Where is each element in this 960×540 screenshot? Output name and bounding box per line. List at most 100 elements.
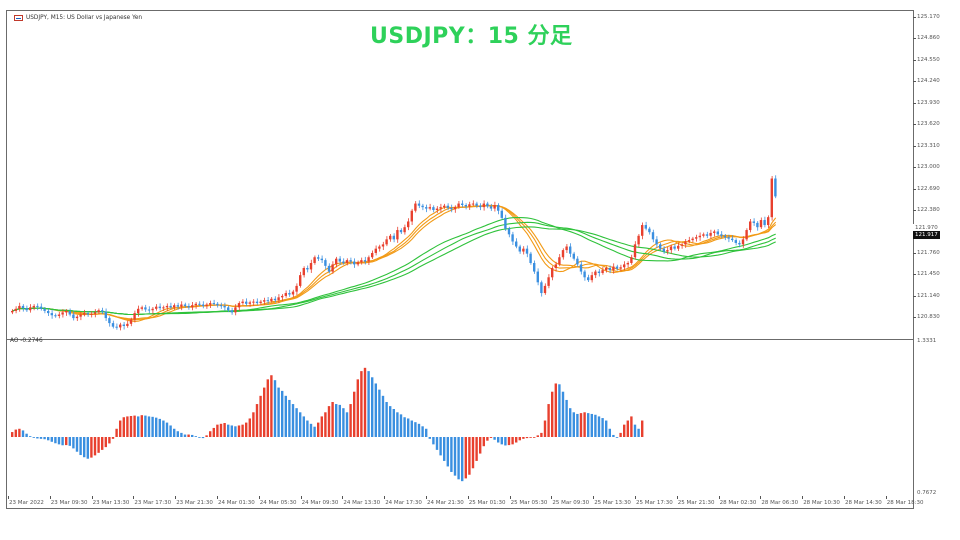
time-tick <box>8 496 9 499</box>
candle-body <box>288 293 291 295</box>
candle-body <box>612 266 615 271</box>
ao-bar <box>43 437 46 440</box>
candle-body <box>572 253 575 259</box>
time-tick <box>760 496 762 499</box>
candle-body <box>259 301 262 304</box>
time-tick-label: 25 Mar 05:30 <box>510 500 548 506</box>
ao-bar <box>176 431 179 437</box>
candle-body <box>392 235 395 240</box>
ao-bar <box>543 420 547 437</box>
candle-body <box>479 205 482 208</box>
price-axis[interactable]: 125.170 124.860 124.550 124.240 123.930 123.6… <box>913 10 960 335</box>
candle-body <box>108 318 111 324</box>
candle-body <box>266 300 269 302</box>
candle-body <box>183 304 187 306</box>
candle-body <box>83 313 86 315</box>
ao-bar <box>144 415 147 437</box>
time-tick <box>91 496 93 499</box>
ao-bar <box>241 424 244 437</box>
chart-window[interactable] <box>6 10 914 509</box>
candle-body <box>169 305 172 308</box>
ao-bar <box>349 404 352 437</box>
candle-body <box>367 257 370 262</box>
awesome-oscillator-pane[interactable] <box>7 339 913 509</box>
candle-body <box>101 310 104 312</box>
price-tick-label: 122.380 <box>917 207 940 214</box>
candle-body <box>277 297 280 301</box>
ao-bar <box>101 437 104 450</box>
candle-body <box>50 313 53 316</box>
ao-bar <box>32 437 35 438</box>
candle-body <box>691 238 694 241</box>
price-tick-label: 123.310 <box>917 142 940 149</box>
ao-bar <box>335 404 338 437</box>
time-tick-label: 25 Mar 13:30 <box>594 500 631 506</box>
candle-body <box>57 314 61 316</box>
candle-body <box>32 305 35 308</box>
candle-body <box>493 204 496 209</box>
candle-body <box>133 313 136 320</box>
candle-body <box>511 234 514 242</box>
candle-body <box>68 310 71 315</box>
candle-body <box>79 314 82 317</box>
overlay-title: USDJPY：15 分足 <box>370 24 573 49</box>
time-tick-label: 24 Mar 05:30 <box>259 500 297 506</box>
candle-body <box>486 203 489 207</box>
ao-bar <box>407 418 410 437</box>
candle-body <box>18 305 21 309</box>
price-pane[interactable] <box>7 11 913 336</box>
ao-bar <box>576 413 579 437</box>
ao-bar <box>587 413 590 437</box>
candle-body <box>403 227 406 233</box>
ao-bar <box>288 399 291 437</box>
candlestick-chart <box>11 175 777 331</box>
candle-body <box>284 293 287 296</box>
time-tick-label: 25 Mar 01:30 <box>468 500 506 506</box>
pane-separator[interactable] <box>7 336 913 339</box>
ao-bar <box>482 437 485 447</box>
candle-body <box>399 230 403 233</box>
ao-bar <box>342 408 345 437</box>
ao-bar <box>345 412 349 437</box>
candle-body <box>198 303 201 305</box>
candle-body <box>756 222 759 228</box>
candle-body <box>439 207 442 209</box>
candle-body <box>637 235 640 245</box>
ao-axis: 1.3331 0.7672 <box>913 338 960 507</box>
candle-body <box>353 261 356 265</box>
candle-body <box>749 221 752 231</box>
ao-bar <box>237 425 241 437</box>
candle-body <box>371 252 374 258</box>
candle-body <box>273 298 277 301</box>
candle-body <box>507 228 511 235</box>
ao-bar <box>230 425 233 437</box>
time-tick-label: 24 Mar 09:30 <box>301 500 339 506</box>
candle-body <box>579 264 583 272</box>
ao-bar <box>425 428 428 437</box>
ao-bar <box>623 424 626 437</box>
candle-body <box>583 271 586 278</box>
ao-bar <box>111 437 115 439</box>
time-tick-label: 23 Mar 13:30 <box>92 500 130 506</box>
ao-bar <box>583 412 586 437</box>
price-tick <box>913 317 916 319</box>
ao-bar <box>180 432 183 437</box>
candle-body <box>39 306 43 309</box>
candle-body <box>554 264 557 268</box>
time-tick <box>426 496 427 499</box>
candle-body <box>677 245 680 249</box>
candle-body <box>104 311 107 319</box>
candle-body <box>500 210 503 218</box>
ao-bar <box>443 437 446 461</box>
ao-bar <box>273 380 277 437</box>
ao-bar <box>216 424 219 437</box>
candle-body <box>752 221 755 223</box>
price-tick-label: 121.140 <box>917 292 940 299</box>
ao-bar <box>209 431 212 437</box>
time-axis[interactable]: 23 Mar 2022 23 Mar 09:30 23 Mar 13:30 23 Ma… <box>6 496 936 510</box>
candle-body <box>518 246 521 252</box>
candle-body <box>165 305 169 308</box>
candle-body <box>389 235 392 240</box>
candle-body <box>194 303 197 306</box>
price-tick-label: 123.930 <box>917 99 940 106</box>
